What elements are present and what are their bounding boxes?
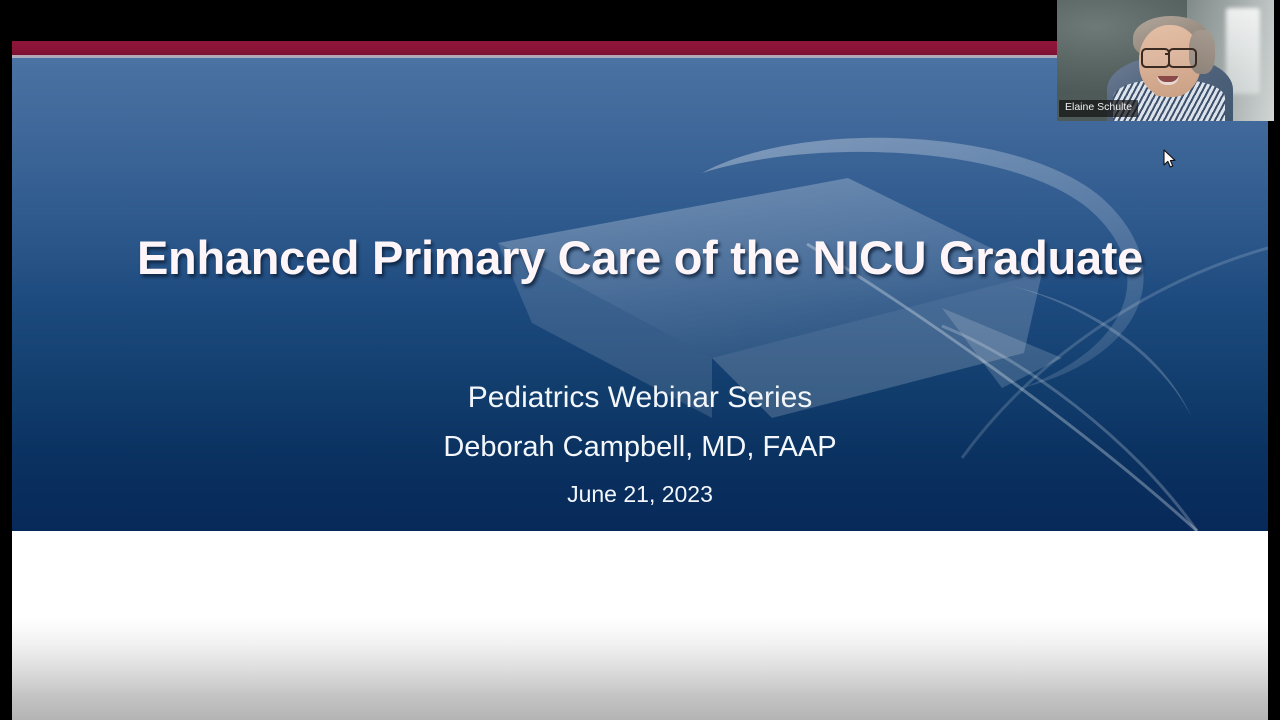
- webcam-glasses-bridge: [1165, 53, 1170, 56]
- slide-subtitle-series: Pediatrics Webinar Series: [467, 381, 813, 414]
- slide-header-band: [12, 41, 1268, 55]
- participant-video-thumbnail[interactable]: Elaine Schulte: [1057, 0, 1274, 121]
- slide-date: June 21, 2023: [567, 481, 713, 507]
- slide-title: Enhanced Primary Care of the NICU Gradua…: [136, 231, 1143, 284]
- participant-name-label: Elaine Schulte: [1059, 100, 1139, 117]
- webcam-window: [1226, 8, 1260, 94]
- slide-footer-panel: The Children's Hospital at Montefiore TH…: [12, 531, 1268, 720]
- slide-body-panel: Enhanced Primary Care of the NICU Gradua…: [12, 58, 1268, 531]
- presentation-slide[interactable]: Enhanced Primary Care of the NICU Gradua…: [12, 41, 1268, 720]
- slide-header-accent-strip: [12, 55, 1268, 58]
- webcam-glasses-left: [1141, 48, 1170, 68]
- webcam-glasses-right: [1168, 48, 1197, 68]
- webcam-mouth: [1157, 76, 1179, 85]
- slide-presenter: Deborah Campbell, MD, FAAP: [443, 431, 837, 463]
- mouse-cursor-icon: [1163, 149, 1176, 168]
